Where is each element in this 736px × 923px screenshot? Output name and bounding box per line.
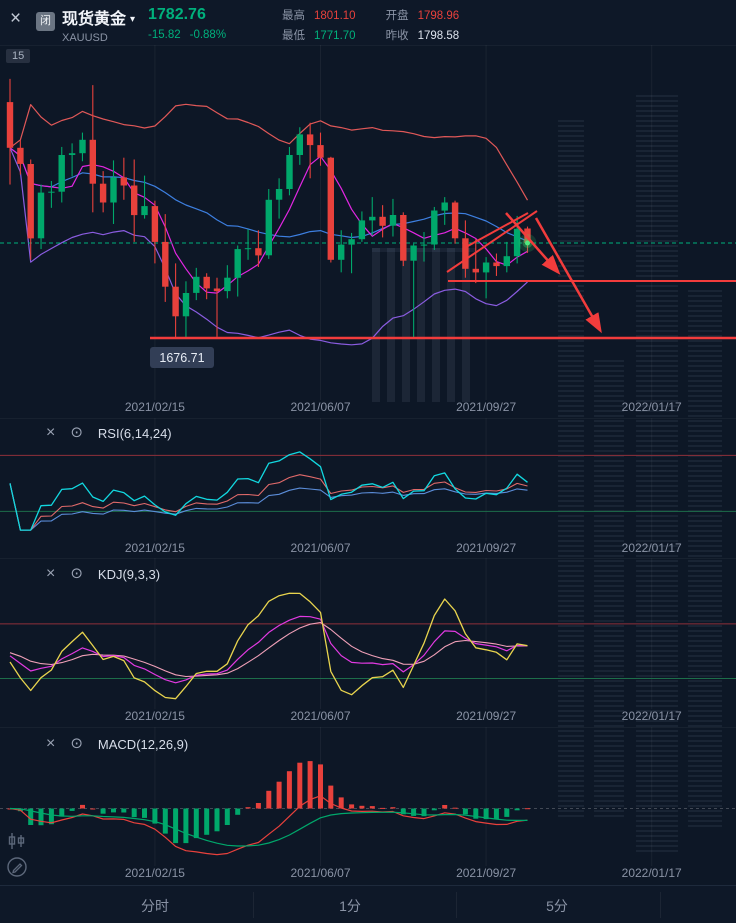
x-axis-label: 2021/06/07: [290, 866, 351, 880]
symbol-code: XAUUSD: [62, 32, 108, 44]
stat-label: 开盘: [385, 10, 409, 22]
x-axis-main: 2021/02/15 2021/06/07 2021/09/27 2022/01/17: [0, 400, 736, 416]
x-axis-label: 2021/02/15: [124, 400, 185, 414]
chevron-down-icon: ▾: [130, 14, 136, 25]
main-candlestick-chart[interactable]: 1676.71: [0, 45, 736, 400]
watermark-tower: [688, 290, 722, 830]
macd-title: MACD(12,26,9): [97, 736, 189, 752]
stat-label: 最低: [282, 30, 305, 42]
x-axis-label: 2021/06/07: [290, 541, 351, 555]
price-block: 1782.76 -15.82 -0.88%: [148, 6, 235, 41]
stat-value: 1798.96: [417, 10, 460, 22]
close-icon[interactable]: ×: [10, 8, 22, 29]
stat-value: 1798.58: [417, 30, 460, 42]
tab-time-share[interactable]: 分时: [141, 898, 169, 914]
tab-5min[interactable]: 5分: [546, 898, 568, 914]
quote-stats: 最高 1801.10 最低 1771.70 开盘 1798.96 昨收 1798.58: [282, 7, 459, 43]
x-axis-label: 2021/02/15: [124, 541, 185, 555]
market-closed-badge: 闭: [36, 12, 55, 31]
watermark-tower: [594, 360, 624, 820]
indicator-tool-icon[interactable]: [6, 830, 28, 852]
quote-header: × 闭 现货黄金 ▾ XAUUSD 1782.76 -15.82 -0.88% 最高…: [0, 0, 736, 46]
timeframe-tabbar: 分时 1分 5分: [0, 885, 736, 923]
x-axis-label: 2022/01/17: [621, 866, 682, 880]
stat-label: 最高: [282, 10, 305, 22]
stat-value: 1801.10: [314, 10, 356, 22]
x-axis-label: 2022/01/17: [621, 541, 682, 555]
settings-icon[interactable]: ⊙: [70, 565, 83, 582]
close-icon[interactable]: ×: [46, 735, 56, 752]
stat-value: 1771.70: [314, 30, 356, 42]
x-axis-label: 2022/01/17: [621, 400, 682, 414]
kdj-plot[interactable]: [0, 558, 736, 709]
last-price: 1782.76: [148, 6, 206, 23]
x-axis-label: 2021/09/27: [456, 866, 517, 880]
tab-1min[interactable]: 1分: [339, 898, 361, 914]
x-axis-label: 2022/01/17: [621, 709, 682, 723]
x-axis-rsi: 2021/02/15 2021/06/07 2021/09/27 2022/01/17: [0, 541, 736, 557]
watermark-tower: [558, 120, 584, 820]
kdj-panel-header: × ⊙ KDJ(9,3,3): [46, 564, 160, 584]
watermark-tower: [636, 95, 678, 855]
close-icon[interactable]: ×: [46, 424, 56, 441]
macd-plot[interactable]: [0, 727, 736, 866]
rsi-title: RSI(6,14,24): [97, 425, 172, 441]
symbol-selector[interactable]: 现货黄金 ▾: [62, 5, 135, 29]
x-axis-macd: 2021/02/15 2021/06/07 2021/09/27 2022/01/17: [0, 866, 736, 882]
macd-panel-header: × ⊙ MACD(12,26,9): [46, 734, 188, 754]
timeframe-badge[interactable]: 15: [6, 49, 31, 63]
x-axis-label: 2021/02/15: [124, 866, 185, 880]
x-axis-label: 2021/09/27: [456, 400, 517, 414]
x-axis-label: 2021/09/27: [456, 709, 517, 723]
settings-icon[interactable]: ⊙: [70, 424, 83, 441]
x-axis-kdj: 2021/02/15 2021/06/07 2021/09/27 2022/01/17: [0, 709, 736, 725]
stat-label: 昨收: [385, 30, 409, 42]
x-axis-label: 2021/06/07: [290, 400, 351, 414]
x-axis-label: 2021/06/07: [290, 709, 351, 723]
rsi-plot[interactable]: [0, 418, 736, 541]
svg-text:1676.71: 1676.71: [159, 351, 204, 365]
draw-pencil-icon[interactable]: [6, 856, 28, 878]
close-icon[interactable]: ×: [46, 565, 56, 582]
price-change: -15.82 -0.88%: [148, 29, 227, 41]
rsi-panel-header: × ⊙ RSI(6,14,24): [46, 423, 172, 443]
x-axis-label: 2021/09/27: [456, 541, 517, 555]
kdj-title: KDJ(9,3,3): [97, 566, 161, 582]
settings-icon[interactable]: ⊙: [70, 735, 83, 752]
x-axis-label: 2021/02/15: [124, 709, 185, 723]
symbol-name: 现货黄金: [62, 11, 127, 28]
